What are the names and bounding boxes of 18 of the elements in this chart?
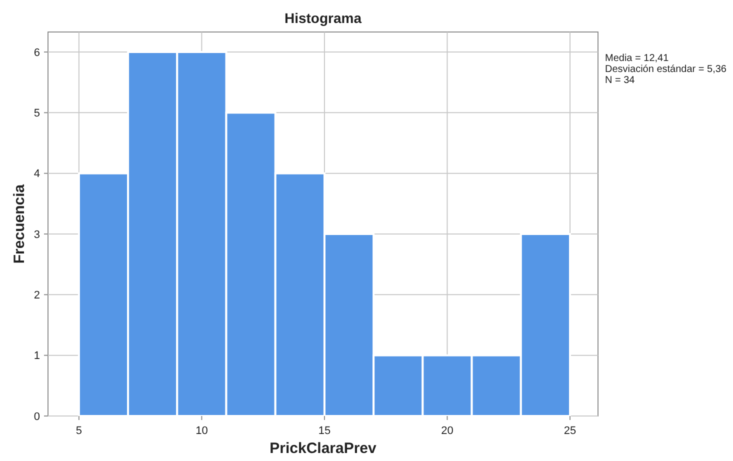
x-tick-label: 20 <box>441 425 454 437</box>
y-tick-label: 2 <box>34 290 40 302</box>
y-tick-label: 3 <box>34 228 40 241</box>
chart-title: Histograma <box>284 10 362 26</box>
y-axis-title: Frecuencia <box>11 184 28 264</box>
text: Media = 12,41 <box>605 53 670 64</box>
y-tick-label: 5 <box>34 108 40 120</box>
text: Desviación estándar = 5,36 <box>605 64 727 75</box>
y-tick-label: 1 <box>34 350 40 362</box>
y-tick-label: 6 <box>34 46 40 59</box>
x-tick-label: 10 <box>196 425 208 437</box>
x-tick-label: 15 <box>318 425 331 437</box>
x-axis-title: PrickClaraPrev <box>270 440 378 457</box>
x-tick-label: 5 <box>76 425 82 437</box>
y-tick-label: 4 <box>34 168 40 180</box>
x-tick-label: 25 <box>564 425 576 437</box>
y-tick-label: 0 <box>34 410 40 423</box>
text: N = 34 <box>605 75 636 86</box>
